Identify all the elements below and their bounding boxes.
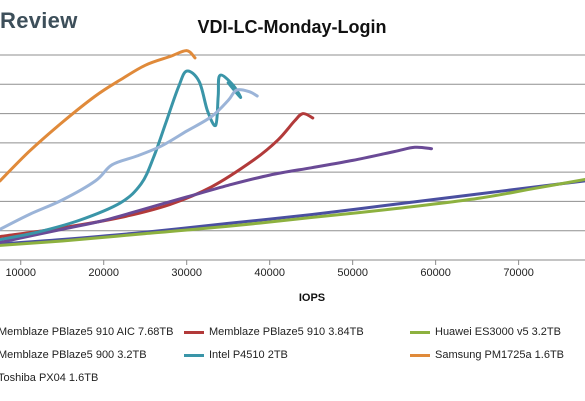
legend-label: Samsung PM1725a 1.6TB — [435, 349, 565, 361]
grid — [0, 54, 585, 261]
x-axis-label: IOPS — [299, 292, 325, 304]
legend-swatch — [184, 330, 204, 334]
legend-item: Memblaze PBlaze5 910 AIC 7.68TB — [0, 326, 173, 338]
legend-swatch — [410, 330, 430, 334]
legend-label: Memblaze PBlaze5 910 3.84TB — [209, 326, 364, 338]
chart-title: VDI-LC-Monday-Login — [198, 17, 387, 37]
legend-label: Memblaze PBlaze5 900 3.2TB — [0, 349, 147, 361]
series-line-6 — [0, 49, 197, 183]
legend-item: Toshiba PX04 1.6TB — [0, 372, 98, 384]
legend-label: Toshiba PX04 1.6TB — [0, 372, 99, 384]
legend-label: Memblaze PBlaze5 910 AIC 7.68TB — [0, 326, 174, 338]
series — [0, 49, 585, 247]
x-tick-label: 20000 — [88, 267, 119, 279]
brand-logo: Review — [0, 8, 78, 33]
legend-swatch — [184, 353, 204, 357]
x-tick-label: 40000 — [254, 267, 285, 279]
legend-label: Huawei ES3000 v5 3.2TB — [435, 326, 561, 338]
series-line-3 — [0, 178, 585, 247]
series-line-1 — [0, 179, 585, 246]
legend-item: Memblaze PBlaze5 900 3.2TB — [0, 349, 147, 361]
series-line-4 — [0, 145, 433, 244]
x-tick-labels: 10000 20000 30000 40000 50000 60000 70000 — [5, 267, 533, 279]
axes — [20, 260, 520, 265]
x-tick-label: 70000 — [503, 267, 534, 279]
legend-item: Memblaze PBlaze5 910 3.84TB — [184, 326, 364, 338]
legend-item: Huawei ES3000 v5 3.2TB — [410, 326, 561, 338]
legend-item: Intel P4510 2TB — [184, 349, 288, 361]
x-tick-label: 60000 — [420, 267, 451, 279]
series-line-5 — [0, 69, 243, 241]
x-tick-label: 10000 — [5, 267, 36, 279]
legend-swatch — [410, 353, 430, 357]
x-tick-label: 50000 — [337, 267, 368, 279]
legend-label: Intel P4510 2TB — [209, 349, 288, 361]
series-line-7 — [0, 88, 259, 231]
x-tick-label: 30000 — [171, 267, 202, 279]
legend-item: Samsung PM1725a 1.6TB — [410, 349, 564, 361]
